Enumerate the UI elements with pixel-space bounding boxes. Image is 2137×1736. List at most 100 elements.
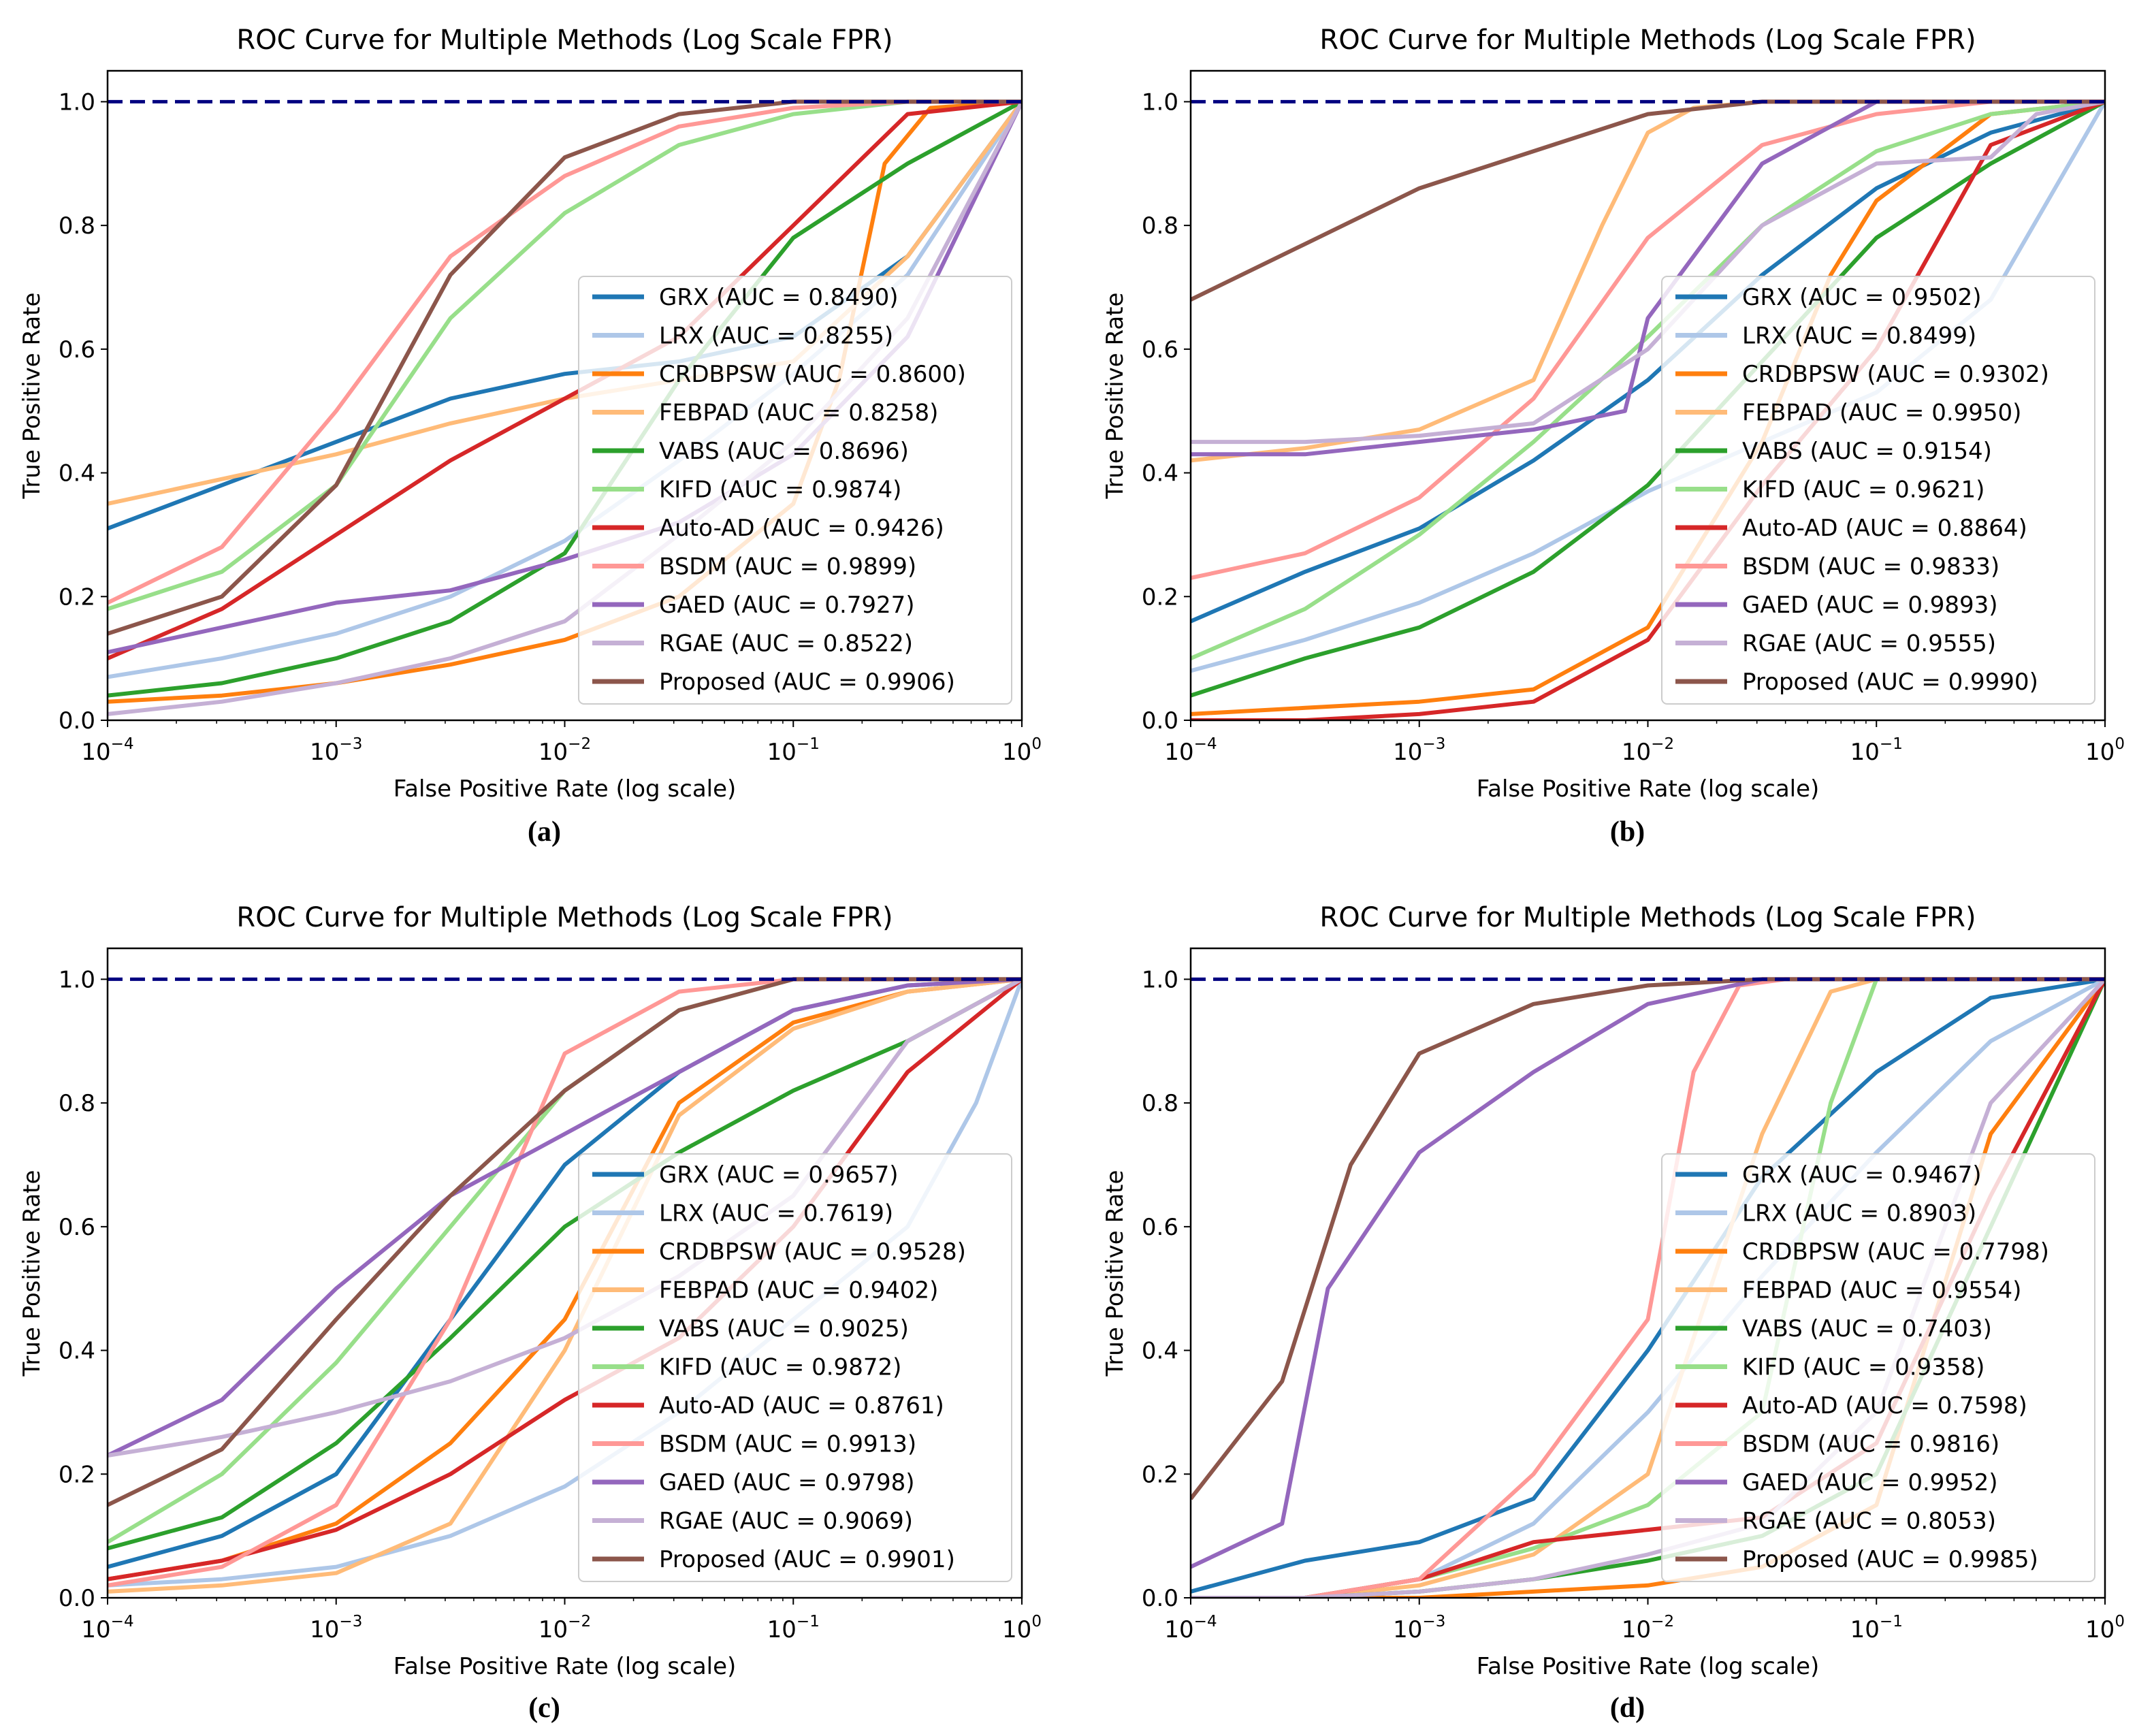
- x-tick-label: 10−3: [1393, 735, 1445, 766]
- legend-box: [1661, 276, 2095, 705]
- legend: GRX (AUC = 0.9657) LRX (AUC = 0.7619) CRDB…: [578, 1153, 1012, 1582]
- series-line-proposed: [108, 977, 1022, 1507]
- chart-panel-a: ROC Curve for Multiple Methods (Log Scal…: [18, 25, 1042, 848]
- x-tick-label: 10−2: [1622, 1613, 1674, 1643]
- x-tick-label: 10−1: [1850, 1613, 1903, 1643]
- series-line-bsdm: [1191, 977, 2105, 1598]
- x-tick-label: 100: [1002, 735, 1042, 766]
- x-tick-label: 10−1: [1850, 735, 1903, 766]
- chart-title: ROC Curve for Multiple Methods (Log Scal…: [1319, 902, 1976, 933]
- chart-panel-c: ROC Curve for Multiple Methods (Log Scal…: [18, 902, 1042, 1724]
- series-line-proposed: [1191, 99, 2105, 302]
- y-tick-label: 0.6: [1142, 1214, 1178, 1241]
- x-axis-label: False Positive Rate (log scale): [1477, 775, 1820, 803]
- series-line-auto-ad: [1191, 99, 2105, 720]
- legend-label-rgae: RGAE (AUC = 0.8053): [1742, 1508, 1996, 1535]
- series-line-gaed: [1191, 99, 2105, 457]
- legend-label-grx: GRX (AUC = 0.9657): [659, 1161, 899, 1189]
- series-line-rgae: [108, 977, 1022, 1458]
- legend-label-grx: GRX (AUC = 0.9467): [1742, 1161, 1982, 1189]
- y-axis-label: True Positive Rate: [18, 1170, 46, 1377]
- legend-label-vabs: VABS (AUC = 0.7403): [1742, 1315, 1992, 1343]
- chart-title: ROC Curve for Multiple Methods (Log Scal…: [236, 902, 893, 933]
- legend-label-auto-ad: Auto-AD (AUC = 0.7598): [1742, 1392, 2027, 1419]
- y-tick-label: 0.6: [59, 336, 95, 364]
- x-axis-label: False Positive Rate (log scale): [393, 1653, 737, 1680]
- series-line-febpad: [108, 977, 1022, 1594]
- x-tick-label: 10−1: [767, 735, 820, 766]
- series-line-vabs: [108, 99, 1022, 698]
- legend-label-bsdm: BSDM (AUC = 0.9913): [659, 1431, 916, 1458]
- series-line-grx: [1191, 977, 2105, 1594]
- legend-label-lrx: LRX (AUC = 0.8255): [659, 323, 893, 350]
- legend-label-crdbpsw: CRDBPSW (AUC = 0.7798): [1742, 1238, 2049, 1266]
- y-tick-label: 0.2: [1142, 1461, 1178, 1488]
- x-tick-label: 100: [2085, 1613, 2125, 1643]
- x-tick-label: 100: [1002, 1613, 1042, 1643]
- legend-label-auto-ad: Auto-AD (AUC = 0.8761): [659, 1392, 944, 1419]
- x-tick-label: 10−2: [539, 1613, 591, 1643]
- series-line-bsdm: [108, 99, 1022, 605]
- legend-label-febpad: FEBPAD (AUC = 0.9402): [659, 1277, 938, 1304]
- legend-label-lrx: LRX (AUC = 0.7619): [659, 1200, 893, 1227]
- y-tick-label: 0.2: [1142, 583, 1178, 611]
- series-line-kifd: [1191, 99, 2105, 660]
- legend-label-bsdm: BSDM (AUC = 0.9816): [1742, 1431, 1999, 1458]
- legend-box: [578, 1153, 1012, 1582]
- legend-label-auto-ad: Auto-AD (AUC = 0.8864): [1742, 515, 2027, 542]
- y-tick-label: 0.4: [59, 460, 95, 487]
- legend-label-proposed: Proposed (AUC = 0.9906): [659, 669, 955, 696]
- chart-title: ROC Curve for Multiple Methods (Log Scal…: [236, 25, 893, 56]
- legend: GRX (AUC = 0.8490) LRX (AUC = 0.8255) CRDB…: [578, 276, 1012, 705]
- panel-caption: (a): [528, 816, 561, 848]
- y-tick-label: 0.6: [59, 1214, 95, 1241]
- legend-label-gaed: GAED (AUC = 0.9893): [1742, 592, 1998, 619]
- y-tick-label: 0.2: [59, 583, 95, 611]
- y-axis-label: True Positive Rate: [1102, 1170, 1129, 1377]
- x-tick-label: 10−2: [1622, 735, 1674, 766]
- x-tick-label: 10−1: [767, 1613, 820, 1643]
- legend-box: [1661, 1153, 2095, 1582]
- series-line-proposed: [108, 99, 1022, 636]
- y-axis-label: True Positive Rate: [1102, 293, 1129, 500]
- y-tick-label: 0.4: [59, 1338, 95, 1365]
- y-tick-label: 0.0: [59, 1585, 95, 1612]
- y-tick-label: 0.0: [1142, 1585, 1178, 1612]
- legend-label-grx: GRX (AUC = 0.9502): [1742, 284, 1982, 311]
- legend-label-lrx: LRX (AUC = 0.8499): [1742, 323, 1976, 350]
- legend-label-vabs: VABS (AUC = 0.9154): [1742, 438, 1992, 465]
- x-tick-label: 10−4: [1164, 1613, 1217, 1643]
- panel-caption: (b): [1610, 816, 1645, 848]
- y-tick-label: 1.0: [1142, 89, 1178, 116]
- x-axis-label: False Positive Rate (log scale): [1477, 1653, 1820, 1680]
- legend-label-rgae: RGAE (AUC = 0.9069): [659, 1508, 913, 1535]
- y-tick-label: 0.6: [1142, 336, 1178, 364]
- series-line-gaed: [108, 977, 1022, 1458]
- legend-label-bsdm: BSDM (AUC = 0.9899): [659, 553, 916, 581]
- y-tick-label: 0.8: [59, 212, 95, 240]
- legend-label-proposed: Proposed (AUC = 0.9985): [1742, 1546, 2038, 1573]
- y-tick-label: 0.4: [1142, 460, 1178, 487]
- legend-label-febpad: FEBPAD (AUC = 0.8258): [659, 400, 938, 427]
- legend-label-crdbpsw: CRDBPSW (AUC = 0.9528): [659, 1238, 966, 1266]
- legend-label-bsdm: BSDM (AUC = 0.9833): [1742, 553, 1999, 581]
- x-tick-label: 10−3: [1393, 1613, 1445, 1643]
- chart-panel-d: ROC Curve for Multiple Methods (Log Scal…: [1102, 902, 2125, 1724]
- series-line-vabs: [1191, 99, 2105, 698]
- legend-label-gaed: GAED (AUC = 0.9798): [659, 1469, 915, 1496]
- legend-label-febpad: FEBPAD (AUC = 0.9554): [1742, 1277, 2021, 1304]
- panel-caption: (d): [1610, 1692, 1645, 1724]
- legend-label-vabs: VABS (AUC = 0.8696): [659, 438, 909, 465]
- legend-label-kifd: KIFD (AUC = 0.9358): [1742, 1354, 1985, 1381]
- x-tick-label: 10−3: [310, 735, 362, 766]
- panel-caption: (c): [528, 1692, 560, 1724]
- legend-label-kifd: KIFD (AUC = 0.9872): [659, 1354, 901, 1381]
- legend-label-febpad: FEBPAD (AUC = 0.9950): [1742, 400, 2021, 427]
- legend-label-lrx: LRX (AUC = 0.8903): [1742, 1200, 1976, 1227]
- series-line-kifd: [108, 99, 1022, 611]
- y-axis-label: True Positive Rate: [18, 293, 46, 500]
- legend-label-crdbpsw: CRDBPSW (AUC = 0.8600): [659, 361, 966, 388]
- legend-label-rgae: RGAE (AUC = 0.9555): [1742, 630, 1996, 658]
- y-tick-label: 0.8: [1142, 1090, 1178, 1117]
